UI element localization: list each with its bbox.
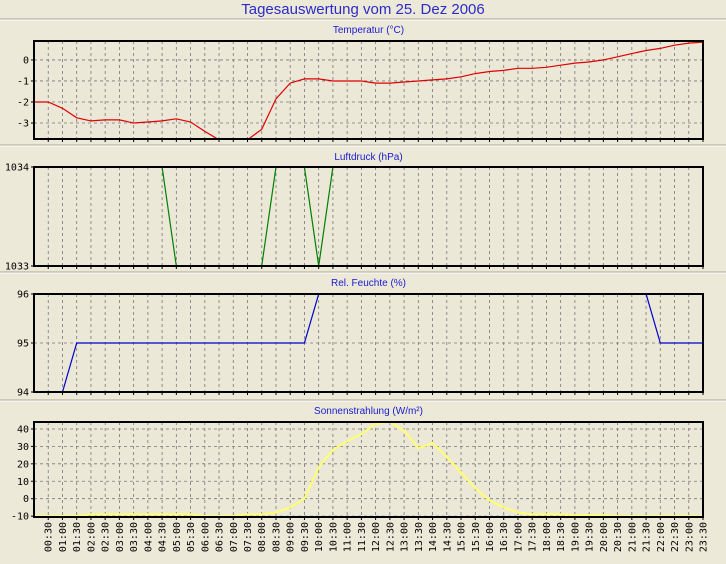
x-tick-label: 05:30 — [186, 522, 197, 552]
y-tick-label: 0 — [23, 55, 29, 66]
x-tick-label: 13:30 — [414, 522, 425, 552]
x-tick-label: 06:30 — [215, 522, 226, 552]
x-tick-label: 13:00 — [400, 522, 411, 552]
series-line — [34, 294, 703, 392]
x-tick-label: 01:00 — [58, 522, 69, 552]
x-tick-label: 23:30 — [699, 522, 710, 552]
x-tick-label: 16:00 — [485, 522, 496, 552]
y-tick-label: 40 — [17, 424, 29, 435]
x-tick-label: 04:30 — [158, 522, 169, 552]
x-tick-label: 00:30 — [44, 522, 55, 552]
x-tick-label: 18:30 — [556, 522, 567, 552]
x-tick-label: 22:00 — [656, 522, 667, 552]
y-tick-label: 30 — [17, 442, 29, 453]
x-tick-label: 03:00 — [115, 522, 126, 552]
x-tick-label: 02:30 — [101, 522, 112, 552]
plot-area — [34, 422, 703, 517]
x-tick-label: 07:30 — [243, 522, 254, 552]
page-title: Tagesauswertung vom 25. Dez 2006 — [241, 1, 484, 18]
chart-panel-2: Rel. Feuchte (%) 96 95 94 — [0, 271, 726, 399]
y-tick-label: 95 — [17, 339, 29, 350]
x-tick-label: 19:00 — [570, 522, 581, 552]
x-tick-label: 04:00 — [143, 522, 154, 552]
plot-border — [33, 293, 704, 393]
plot-border — [33, 421, 704, 518]
y-tick-label: -10 — [11, 512, 29, 523]
x-tick-label: 18:00 — [542, 522, 553, 552]
data-points — [34, 41, 703, 132]
x-tick-label: 01:30 — [72, 522, 83, 552]
plot-border — [33, 166, 704, 267]
x-tick-label: 03:30 — [129, 522, 140, 552]
x-tick-label: 12:30 — [385, 522, 396, 552]
y-tick-label: -2 — [17, 97, 29, 108]
x-tick-label: 14:30 — [442, 522, 453, 552]
x-tick-label: 09:00 — [286, 522, 297, 552]
plot-border — [33, 40, 704, 140]
x-tick-label: 17:00 — [513, 522, 524, 552]
x-tick-label: 12:00 — [371, 522, 382, 552]
chart-title: Luftdruck (hPa) — [334, 152, 402, 163]
y-tick-label: 20 — [17, 459, 29, 470]
x-tick-label: 19:30 — [585, 522, 596, 552]
x-tick-label: 09:30 — [300, 522, 311, 552]
x-tick-label: 14:00 — [428, 522, 439, 552]
plot-area — [34, 167, 703, 266]
y-tick-label: -3 — [17, 119, 29, 130]
y-tick-label: 1033 — [5, 262, 29, 273]
x-tick-label: 21:30 — [642, 522, 653, 552]
x-axis: 00:30 01:00 01:30 02:00 02:30 03:00 03:30 04:00… — [44, 522, 710, 552]
x-tick-label: 20:00 — [599, 522, 610, 552]
x-tick-label: 17:30 — [528, 522, 539, 552]
chart-panel-1: Luftdruck (hPa) 1034 1033 — [0, 144, 726, 273]
x-tick-label: 08:30 — [271, 522, 282, 552]
x-tick-label: 05:00 — [172, 522, 183, 552]
x-tick-label: 08:00 — [257, 522, 268, 552]
chart-title: Rel. Feuchte (%) — [331, 278, 406, 289]
y-tick-label: 10 — [17, 477, 29, 488]
x-tick-label: 23:00 — [684, 522, 695, 552]
x-tick-label: 16:30 — [499, 522, 510, 552]
plot-area — [34, 41, 703, 139]
x-tick-label: 22:30 — [670, 522, 681, 552]
chart-panel-3: Sonnenstrahlung (W/m²) 40 30 20 10 0 -10 — [0, 399, 726, 523]
y-tick-label: 96 — [17, 290, 29, 301]
y-tick-label: 1034 — [5, 163, 29, 174]
x-tick-label: 07:00 — [229, 522, 240, 552]
chart-title: Sonnenstrahlung (W/m²) — [314, 406, 423, 417]
x-tick-label: 02:00 — [86, 522, 97, 552]
x-tick-label: 15:00 — [457, 522, 468, 552]
y-tick-label: -1 — [17, 76, 29, 87]
series-line — [34, 41, 703, 139]
x-tick-label: 10:00 — [314, 522, 325, 552]
y-tick-label: 94 — [17, 388, 29, 399]
series-line — [34, 422, 703, 517]
chart-panel-0: Temperatur (°C) 0 -1 -2 -3 — [0, 18, 726, 142]
x-tick-label: 11:00 — [343, 522, 354, 552]
x-tick-label: 11:30 — [357, 522, 368, 552]
chart-title: Temperatur (°C) — [333, 25, 404, 36]
x-tick-label: 06:00 — [200, 522, 211, 552]
x-tick-label: 21:00 — [627, 522, 638, 552]
x-tick-label: 20:30 — [613, 522, 624, 552]
y-tick-label: 0 — [23, 494, 29, 505]
x-tick-label: 15:30 — [471, 522, 482, 552]
x-tick-label: 10:30 — [328, 522, 339, 552]
